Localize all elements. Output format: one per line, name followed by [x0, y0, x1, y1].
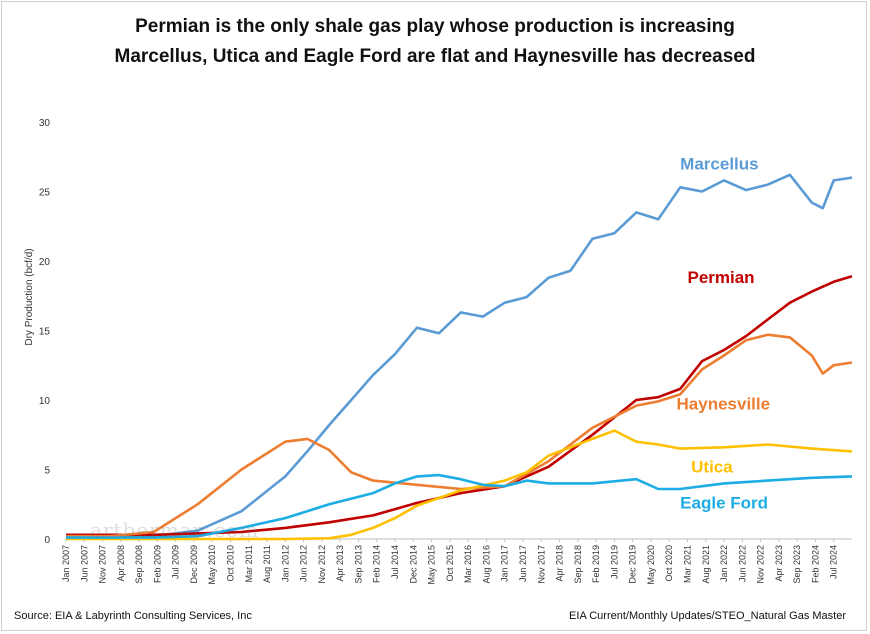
y-axis: 0 5 10 15 20 25 30: [39, 118, 51, 546]
series-line-haynesville: [66, 333, 853, 538]
x-tick-label: Jun 2012: [299, 545, 309, 582]
y-tick-label: 25: [39, 188, 51, 199]
x-tick-label: Jun 2022: [737, 545, 747, 582]
x-tick-label: Jan 2007: [61, 545, 71, 582]
x-tick-label: Jan 2012: [280, 545, 290, 582]
x-tick-label: Feb 2009: [152, 545, 162, 583]
x-tick-label: Jul 2009: [171, 545, 181, 579]
y-tick-label: 30: [39, 118, 51, 129]
y-tick-label: 20: [39, 257, 51, 268]
source-left: Source: EIA & Labyrinth Consulting Servi…: [14, 610, 252, 622]
x-tick-label: Nov 2022: [756, 545, 766, 584]
x-tick-label: Jul 2024: [829, 545, 839, 579]
series-line-marcellus: [66, 173, 853, 539]
x-tick-label: Jul 2019: [609, 545, 619, 579]
series-labels: Marcellus Permian Haynesville Utica Eagle Fo…: [677, 154, 771, 512]
x-tick-label: Oct 2015: [445, 545, 455, 582]
x-tick-label: Apr 2018: [555, 545, 565, 582]
series-label-utica: Utica: [691, 457, 733, 476]
series-line-eagle-ford: [66, 473, 853, 539]
x-tick-label: Dec 2014: [408, 545, 418, 584]
x-tick-label: May 2015: [427, 545, 437, 585]
source-right: EIA Current/Monthly Updates/STEO_Natural…: [569, 610, 846, 622]
y-tick-label: 0: [44, 535, 50, 546]
x-tick-label: Dec 2009: [189, 545, 199, 584]
x-tick-label: Jun 2007: [79, 545, 89, 582]
x-tick-label: Aug 2011: [262, 545, 272, 583]
x-tick-label: Mar 2011: [244, 545, 254, 582]
x-tick-label: Jun 2017: [518, 545, 528, 582]
x-tick-label: May 2010: [207, 545, 217, 585]
series-label-marcellus: Marcellus: [680, 154, 758, 173]
x-axis: Jan 2007 Jun 2007 Nov 2007 Apr 2008 Sep 2008…: [61, 538, 852, 585]
x-tick-label: Nov 2007: [98, 545, 108, 584]
x-tick-label: Apr 2013: [335, 545, 345, 582]
x-tick-label: Sep 2018: [573, 545, 583, 584]
x-tick-label: Sep 2008: [134, 545, 144, 584]
x-tick-label: Sep 2023: [792, 545, 802, 584]
x-tick-label: Jul 2014: [390, 545, 400, 579]
x-tick-label: May 2020: [646, 545, 656, 585]
y-axis-label: Dry Production (bcf/d): [24, 248, 35, 345]
y-tick-label: 15: [39, 327, 51, 338]
series-label-haynesville: Haynesville: [677, 395, 771, 414]
x-tick-label: Nov 2012: [317, 545, 327, 584]
series-label-eagle-ford: Eagle Ford: [680, 493, 768, 512]
x-tick-label: Aug 2021: [701, 545, 711, 584]
x-tick-label: Mar 2016: [463, 545, 473, 583]
chart-subtitle: Marcellus, Utica and Eagle Ford are flat…: [114, 46, 756, 67]
y-tick-label: 5: [44, 466, 50, 477]
x-tick-label: Aug 2016: [481, 545, 491, 584]
watermark: artberman.com: [90, 518, 260, 542]
x-tick-label: Mar 2021: [682, 545, 692, 583]
chart-title: Permian is the only shale gas play whose…: [135, 16, 735, 37]
series-line-permian: [66, 275, 853, 537]
x-tick-label: Feb 2019: [591, 545, 601, 583]
y-tick-label: 10: [39, 396, 51, 407]
x-tick-label: Apr 2023: [774, 545, 784, 582]
x-tick-label: Nov 2017: [536, 545, 546, 584]
x-tick-label: Sep 2013: [353, 545, 363, 584]
x-tick-label: Apr 2008: [116, 545, 126, 582]
x-tick-label: Oct 2010: [226, 545, 236, 582]
series-label-permian: Permian: [687, 268, 754, 287]
x-tick-label: Jan 2022: [719, 545, 729, 582]
x-tick-label: Feb 2014: [372, 545, 382, 583]
series-line-utica: [66, 429, 853, 541]
x-tick-label: Dec 2019: [628, 545, 638, 584]
x-tick-label: Jan 2017: [500, 545, 510, 582]
x-tick-label: Feb 2024: [810, 545, 820, 583]
series-layer: [66, 173, 853, 541]
x-tick-label: Oct 2020: [664, 545, 674, 582]
